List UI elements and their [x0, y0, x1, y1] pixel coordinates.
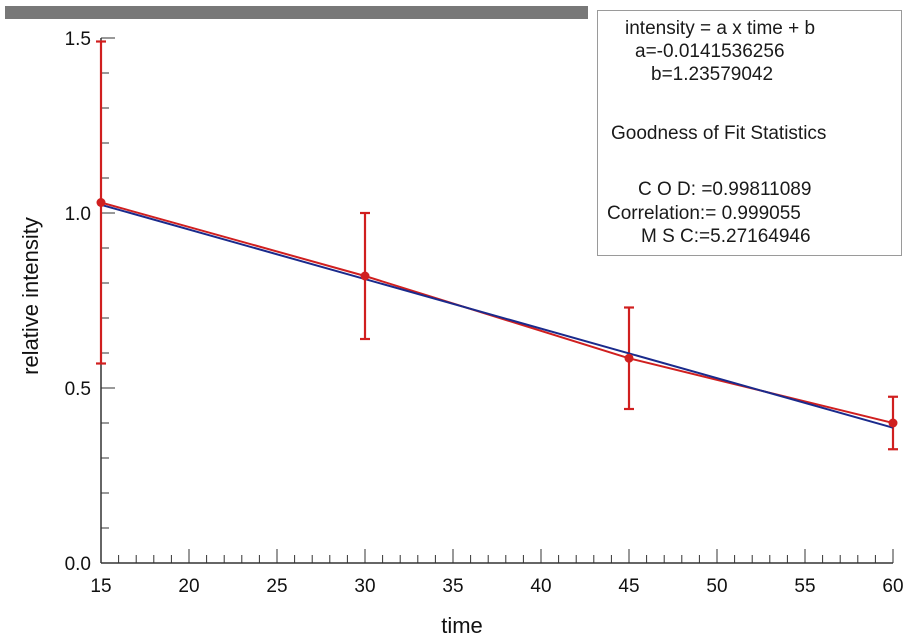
- data-marks: [96, 40, 898, 451]
- x-tick-label: 20: [178, 576, 199, 597]
- x-tick-label: 30: [354, 576, 375, 597]
- top-gray-bar: [5, 6, 588, 19]
- data-point: [360, 271, 370, 281]
- data-point: [888, 418, 898, 428]
- x-tick-label: 50: [706, 576, 727, 597]
- y-tick-label: 1.0: [65, 204, 91, 225]
- ticks: [100, 37, 894, 564]
- x-tick-label: 25: [266, 576, 287, 597]
- data-point: [96, 198, 106, 207]
- fit-equation: intensity = a x time + b: [625, 18, 816, 39]
- fit-statistics-box: intensity = a x time + b a=-0.0141536256…: [597, 10, 902, 256]
- fit-line: [100, 203, 894, 429]
- y-tick-label: 1.5: [65, 29, 91, 50]
- tick-labels: 15 20 25 30 35 40 45 50 55 60 0.0 0.5 1.0 1.5: [65, 29, 904, 597]
- x-tick-label: 45: [618, 576, 639, 597]
- x-axis-title: time: [441, 613, 483, 638]
- fit-param-a: a=-0.0141536256: [635, 41, 785, 62]
- fit-msc: M S C:=5.27164946: [641, 226, 811, 247]
- y-tick-label: 0.5: [65, 379, 91, 400]
- x-tick-label: 60: [882, 576, 903, 597]
- data-point: [624, 353, 634, 363]
- y-axis-title: relative intensity: [18, 217, 43, 375]
- fit-cod: C O D: =0.99811089: [638, 179, 812, 200]
- x-tick-label: 40: [530, 576, 551, 597]
- x-tick-label: 15: [90, 576, 111, 597]
- x-tick-label: 55: [794, 576, 815, 597]
- fit-correlation: Correlation:= 0.999055: [607, 203, 801, 224]
- x-tick-label: 35: [442, 576, 463, 597]
- y-tick-label: 0.0: [65, 554, 91, 575]
- fit-param-b: b=1.23579042: [651, 64, 774, 85]
- fit-stats-heading: Goodness of Fit Statistics: [611, 123, 827, 144]
